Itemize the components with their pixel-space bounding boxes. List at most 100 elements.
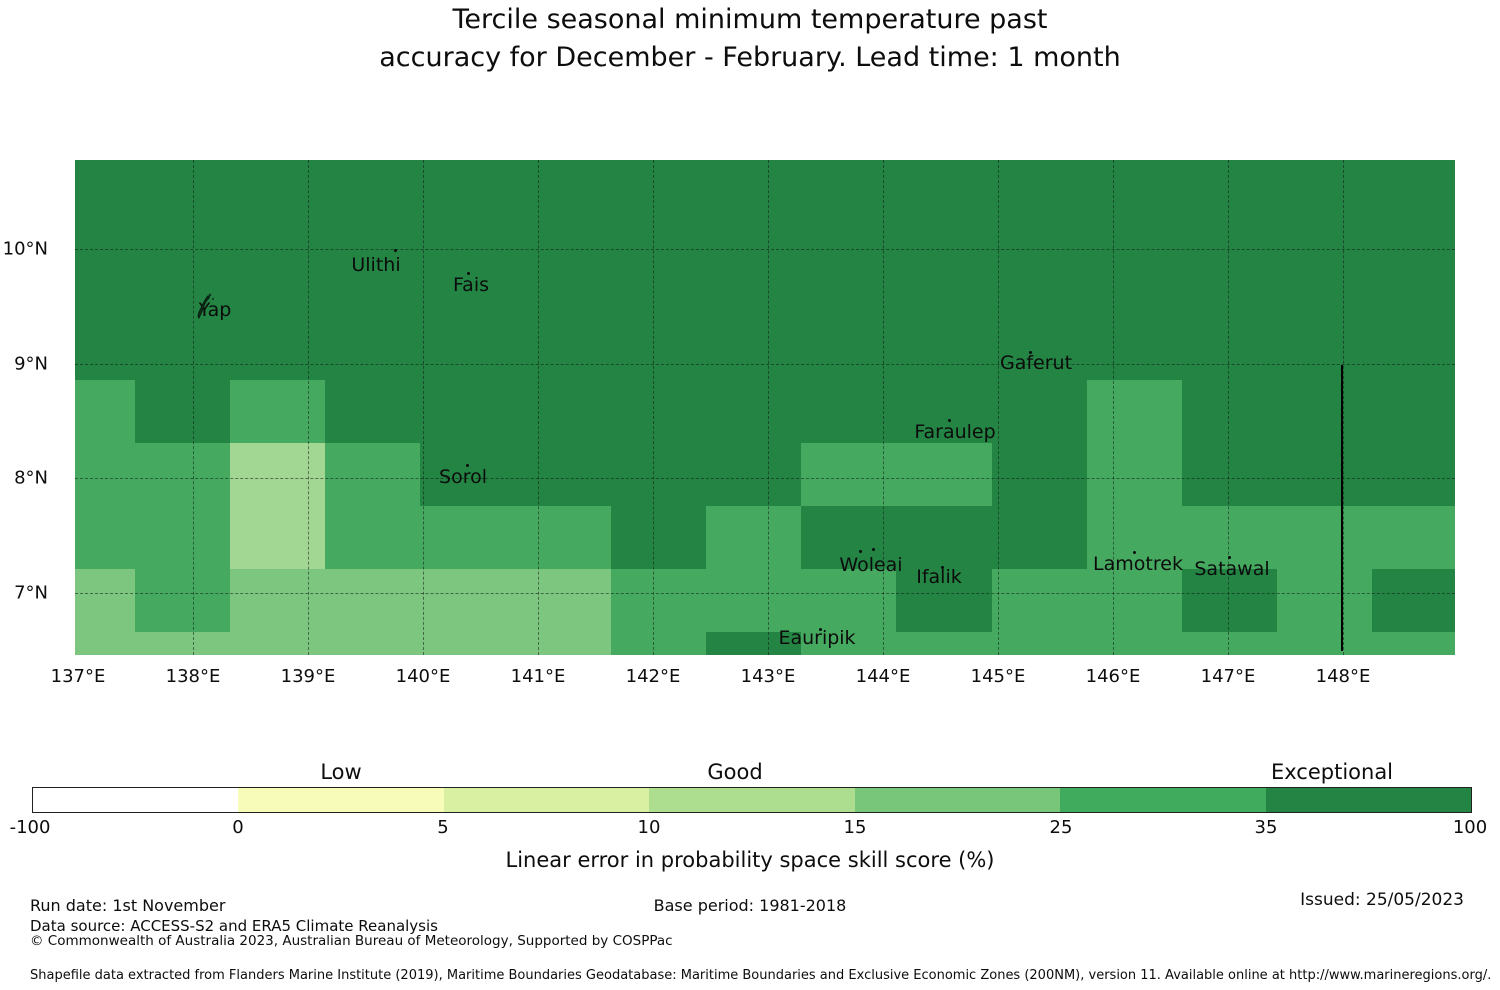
heatmap-cell	[325, 317, 421, 381]
colorbar-segment	[1060, 788, 1267, 812]
heatmap-cell	[611, 443, 707, 507]
heatmap-cell	[1372, 632, 1455, 655]
heatmap-cell	[611, 632, 707, 655]
heatmap-cell	[75, 380, 136, 444]
heatmap-cell	[75, 569, 136, 633]
heatmap-cell	[992, 191, 1088, 255]
island-label-ulithi: Ulithi	[351, 254, 401, 276]
colorbar-tick-label: 10	[637, 817, 661, 838]
x-tick-label: 142°E	[625, 666, 681, 687]
heatmap-cell	[706, 632, 802, 655]
colorbar-segment	[238, 788, 445, 812]
heatmap-cell	[1182, 443, 1278, 507]
heatmap-cell	[801, 317, 897, 381]
heatmap-cell	[75, 191, 136, 255]
longitude-gridline	[883, 160, 884, 655]
heatmap-cell	[230, 191, 326, 255]
x-tick-label: 140°E	[395, 666, 451, 687]
heatmap-cell	[1372, 254, 1455, 318]
heatmap-cell	[325, 506, 421, 570]
x-tick-label: 147°E	[1200, 666, 1256, 687]
heatmap-cell	[1372, 380, 1455, 444]
heatmap-cell	[896, 160, 993, 192]
heatmap-cell	[611, 317, 707, 381]
heatmap-cell	[1277, 254, 1373, 318]
heatmap-cell	[230, 506, 326, 570]
colorbar-segment	[33, 788, 239, 812]
heatmap-cell	[325, 160, 421, 192]
y-tick-label: 7°N	[14, 582, 48, 604]
heatmap-cell	[420, 506, 517, 570]
heatmap-cell	[1277, 506, 1373, 570]
longitude-gridline	[1113, 160, 1114, 655]
heatmap-cell	[75, 254, 136, 318]
island-label-gaferut: Gaferut	[999, 352, 1073, 374]
heatmap-cell	[1277, 160, 1373, 192]
heatmap-cell	[992, 443, 1088, 507]
heatmap-cell	[801, 160, 897, 192]
colorbar-tick-label: 35	[1254, 817, 1278, 838]
colorbar-segment	[649, 788, 856, 812]
heatmap-cell	[1277, 569, 1373, 633]
longitude-gridline	[423, 160, 424, 655]
island-label-fais: Fais	[452, 274, 490, 296]
island-marker-icon	[872, 548, 875, 551]
island-label-eauripik: Eauripik	[778, 627, 856, 649]
longitude-gridline	[1343, 160, 1344, 655]
heatmap-cell	[1277, 191, 1373, 255]
colorbar-tick-label: 5	[437, 817, 449, 838]
heatmap-cell	[706, 443, 802, 507]
heatmap-cell	[992, 506, 1088, 570]
heatmap-cell	[325, 569, 421, 633]
heatmap-cell	[1087, 632, 1183, 655]
heatmap-cell	[135, 569, 231, 633]
longitude-gridline	[1228, 160, 1229, 655]
heatmap-cell	[1182, 160, 1278, 192]
heatmap-cell	[706, 569, 802, 633]
longitude-gridline	[768, 160, 769, 655]
x-tick-label: 139°E	[280, 666, 336, 687]
heatmap-cell	[1087, 506, 1183, 570]
heatmap-cell	[75, 632, 136, 655]
base-period-text: Base period: 1981-2018	[653, 896, 847, 915]
run-date-text: Run date: 1st November	[30, 896, 226, 915]
y-tick-label: 9°N	[14, 353, 48, 375]
issued-date-text: Issued: 25/05/2023	[1300, 890, 1464, 910]
heatmap-cell	[896, 317, 993, 381]
x-tick-label: 146°E	[1085, 666, 1141, 687]
heatmap-cell	[1087, 191, 1183, 255]
y-tick-label: 10°N	[2, 238, 48, 260]
heatmap-cell	[801, 380, 897, 444]
longitude-gridline	[653, 160, 654, 655]
eez-boundary-line	[1341, 365, 1343, 651]
heatmap-cell	[1182, 380, 1278, 444]
heatmap-cell	[325, 191, 421, 255]
heatmap-cell	[420, 317, 517, 381]
heatmap-cell	[1182, 254, 1278, 318]
x-tick-label: 143°E	[740, 666, 796, 687]
heatmap-cell	[611, 254, 707, 318]
heatmap-cell	[896, 380, 993, 444]
heatmap-cell	[896, 632, 993, 655]
heatmap-cell	[1087, 160, 1183, 192]
island-marker-icon	[859, 550, 862, 553]
island-marker-icon	[819, 628, 822, 631]
heatmap-cell	[1277, 632, 1373, 655]
heatmap-cell	[706, 317, 802, 381]
heatmap-cell	[420, 191, 517, 255]
heatmap-cell	[896, 254, 993, 318]
latitude-gridline	[75, 249, 1455, 250]
longitude-gridline	[998, 160, 999, 655]
heatmap-cell	[1182, 191, 1278, 255]
x-tick-label: 148°E	[1315, 666, 1371, 687]
heatmap-cell	[611, 569, 707, 633]
heatmap-cell	[420, 380, 517, 444]
heatmap-cell	[1087, 569, 1183, 633]
colorbar-tick-label: 25	[1049, 817, 1073, 838]
heatmap-cell	[1087, 380, 1183, 444]
heatmap-cell	[420, 632, 517, 655]
heatmap-cell	[420, 569, 517, 633]
heatmap-cell	[801, 632, 897, 655]
heatmap-cell	[1087, 317, 1183, 381]
